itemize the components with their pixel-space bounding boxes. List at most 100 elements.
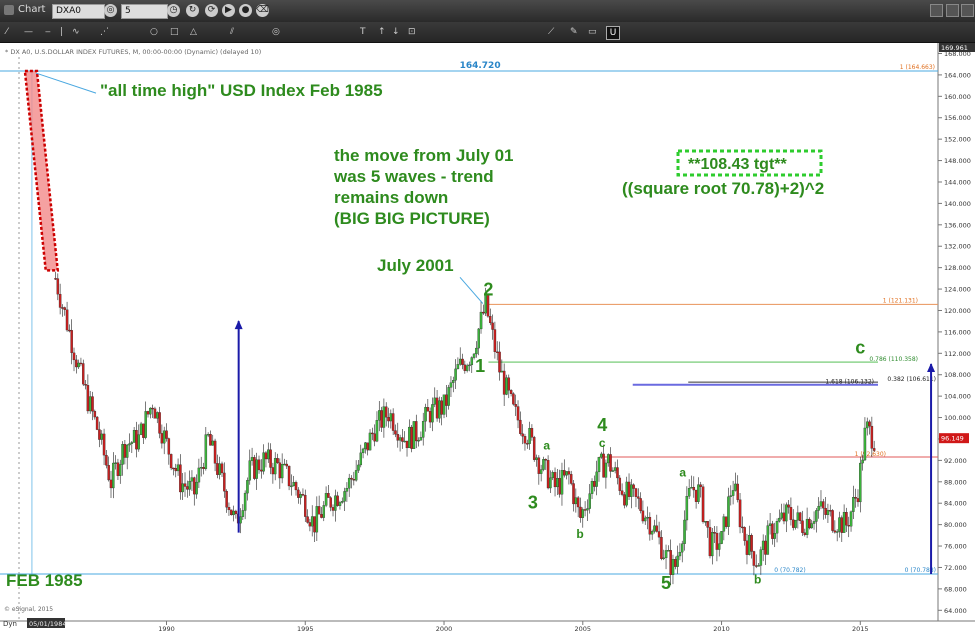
- candle-body: [643, 517, 647, 522]
- pencil-icon[interactable]: ⁄: [6, 27, 8, 37]
- arrow-up-icon[interactable]: ↑: [378, 27, 386, 37]
- candle-body: [690, 487, 693, 489]
- candle-body: [604, 462, 608, 478]
- candle-body: [465, 365, 469, 371]
- candle-body: [507, 377, 511, 391]
- candle-body: [530, 428, 534, 438]
- candle-body: [186, 486, 189, 490]
- candle-body: [324, 493, 328, 506]
- candle-body: [338, 502, 342, 506]
- move-annotation-4: (BIG BIG PICTURE): [334, 209, 490, 228]
- candle-body: [743, 527, 746, 541]
- vline-icon[interactable]: |: [60, 27, 64, 37]
- pin-icon[interactable]: ▭: [588, 27, 597, 37]
- callout-icon[interactable]: ⊡: [408, 27, 416, 37]
- candle-body: [290, 485, 293, 488]
- candle-body: [162, 430, 166, 444]
- candle-body: [294, 482, 298, 491]
- candle-body: [745, 540, 749, 555]
- arrow-head: [927, 363, 936, 373]
- circle-icon[interactable]: ○: [150, 27, 158, 37]
- fib-icon[interactable]: ⋰: [100, 27, 109, 37]
- candle-body: [287, 465, 291, 487]
- candle-body: [257, 459, 261, 471]
- candle-body: [560, 470, 564, 495]
- play-icon[interactable]: ▶: [222, 4, 235, 17]
- target-icon[interactable]: ◎: [272, 27, 280, 37]
- candle-body: [734, 483, 737, 491]
- candle-body: [590, 481, 594, 494]
- candle-body: [748, 535, 751, 555]
- candle-body: [327, 493, 330, 498]
- triangle-icon[interactable]: △: [190, 27, 197, 37]
- maximize-button[interactable]: [946, 4, 959, 17]
- eraser-icon[interactable]: ⌫: [256, 4, 269, 17]
- candle-body: [676, 555, 679, 567]
- candle-body: [204, 434, 208, 469]
- hline-icon[interactable]: ‒: [45, 27, 51, 37]
- wave-label: 2: [483, 279, 493, 299]
- candle-body: [819, 501, 823, 507]
- candle-body: [128, 443, 131, 446]
- candle-body: [808, 518, 811, 529]
- interval-input[interactable]: 5: [121, 4, 168, 19]
- wave-label: a: [679, 465, 686, 479]
- candle-body: [593, 481, 596, 487]
- candle-body: [297, 489, 300, 498]
- y-tick-label: 156.000: [944, 114, 971, 122]
- candle-body: [415, 421, 418, 442]
- candle-body: [112, 462, 115, 489]
- candle-body: [153, 408, 157, 419]
- candle-body: [193, 477, 196, 495]
- measure-icon[interactable]: ⟋: [548, 27, 555, 37]
- cursor-icon[interactable]: ✎: [570, 27, 578, 37]
- candle-body: [472, 353, 476, 358]
- record-icon[interactable]: ●: [239, 4, 252, 17]
- candle-body: [724, 516, 728, 527]
- candle-body: [306, 516, 309, 523]
- channel-icon[interactable]: ⫽: [230, 27, 235, 37]
- wave-label: b: [754, 573, 761, 587]
- search-icon[interactable]: ◎: [104, 4, 117, 17]
- candle-body: [408, 426, 411, 449]
- x-tick-label: 2015: [852, 625, 869, 633]
- rect-icon[interactable]: □: [170, 27, 179, 37]
- y-tick-label: 100.000: [944, 414, 971, 422]
- line-icon[interactable]: —: [24, 27, 33, 37]
- y-tick-label: 104.000: [944, 393, 971, 401]
- candle-body: [160, 433, 164, 444]
- candle-body: [364, 442, 367, 450]
- minimize-button[interactable]: [930, 4, 943, 17]
- july-2001-label: July 2001: [377, 256, 454, 275]
- clock-icon[interactable]: ◷: [167, 4, 180, 17]
- candle-body: [428, 411, 432, 423]
- y-tick-label: 76.000: [944, 543, 967, 551]
- candle-body: [754, 565, 758, 567]
- candle-body: [98, 429, 101, 440]
- candle-body: [771, 523, 774, 539]
- close-button[interactable]: [961, 4, 974, 17]
- sync-icon[interactable]: ⟳: [205, 4, 218, 17]
- candle-body: [336, 495, 339, 506]
- wave-label: 1: [475, 356, 485, 376]
- candle-body: [801, 520, 804, 533]
- candle-body: [412, 421, 416, 449]
- candle-body: [75, 359, 78, 368]
- candle-body: [680, 543, 684, 553]
- ath-annotation: "all time high" USD Index Feb 1985: [100, 81, 383, 100]
- y-tick-label: 68.000: [944, 585, 967, 593]
- text-icon[interactable]: T: [360, 27, 366, 37]
- y-tick-label: 152.000: [944, 136, 971, 144]
- candle-body: [445, 394, 448, 406]
- elliott-icon[interactable]: ∿: [72, 27, 80, 37]
- arrow-down-icon[interactable]: ↓: [392, 27, 400, 37]
- candle-body: [313, 516, 316, 533]
- symbol-input[interactable]: DXA0: [52, 4, 105, 19]
- u-icon[interactable]: U: [606, 26, 620, 40]
- candle-body: [616, 467, 619, 479]
- y-tick-label: 72.000: [944, 564, 967, 572]
- last-price-box: [939, 433, 969, 444]
- candle-body: [334, 495, 337, 511]
- refresh-icon[interactable]: ↻: [186, 4, 199, 17]
- candle-body: [454, 368, 457, 381]
